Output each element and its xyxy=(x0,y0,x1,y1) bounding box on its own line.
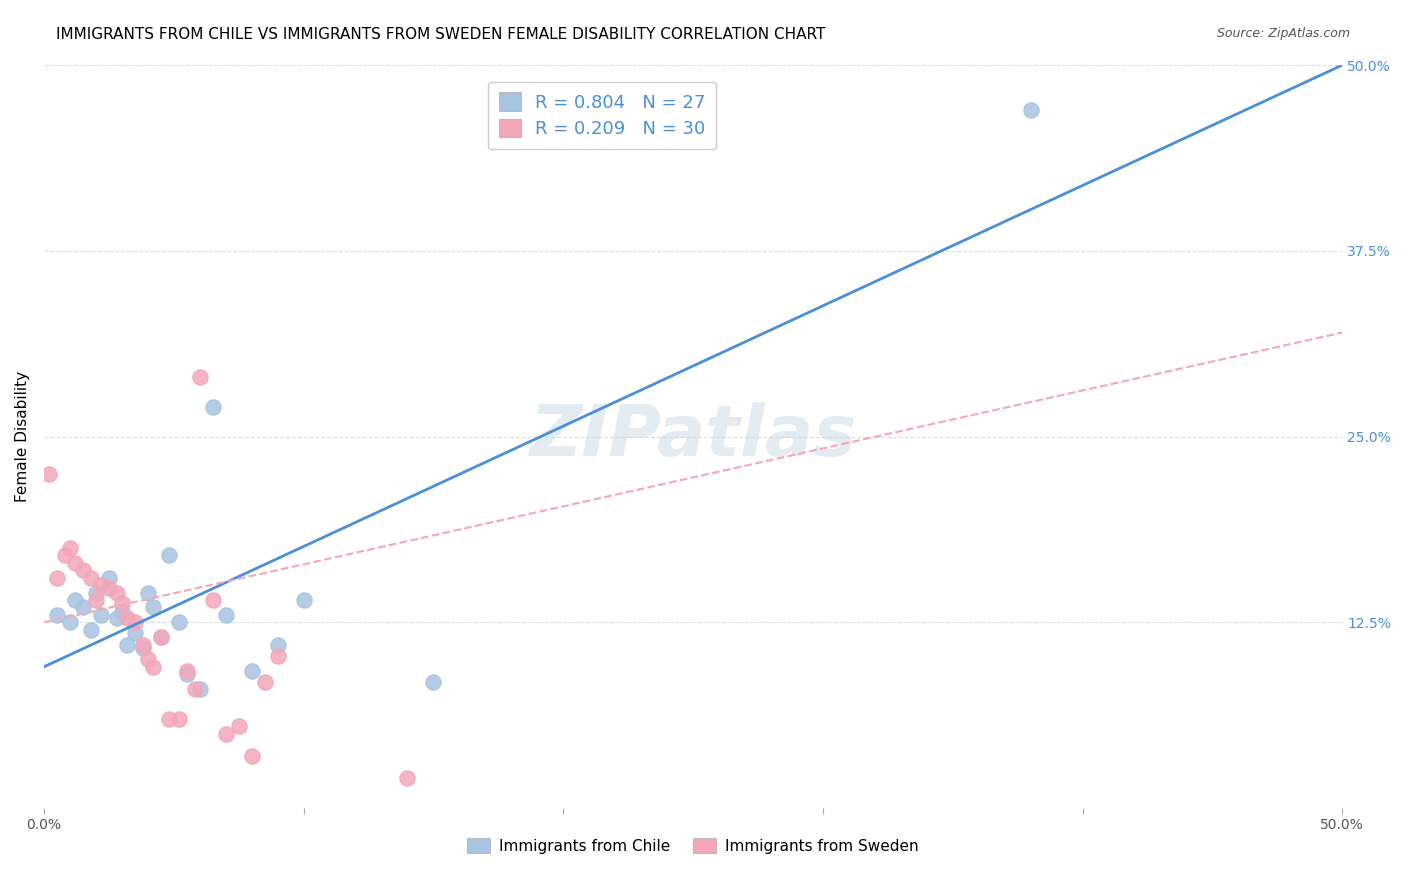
Point xyxy=(124,615,146,630)
Point xyxy=(105,585,128,599)
Point xyxy=(72,600,94,615)
Point xyxy=(266,638,288,652)
Point xyxy=(131,640,153,655)
Point xyxy=(79,571,101,585)
Point xyxy=(167,615,190,630)
Point xyxy=(1019,103,1042,117)
Point xyxy=(136,585,159,599)
Point xyxy=(45,607,67,622)
Point xyxy=(188,370,211,384)
Text: ZIPatlas: ZIPatlas xyxy=(530,402,856,471)
Point xyxy=(97,581,120,595)
Point xyxy=(201,400,224,414)
Point xyxy=(59,615,82,630)
Text: IMMIGRANTS FROM CHILE VS IMMIGRANTS FROM SWEDEN FEMALE DISABILITY CORRELATION CH: IMMIGRANTS FROM CHILE VS IMMIGRANTS FROM… xyxy=(56,27,825,42)
Point xyxy=(214,727,236,741)
Text: Source: ZipAtlas.com: Source: ZipAtlas.com xyxy=(1216,27,1350,40)
Point xyxy=(131,638,153,652)
Point xyxy=(111,596,134,610)
Point xyxy=(149,630,172,644)
Point xyxy=(214,607,236,622)
Point xyxy=(59,541,82,555)
Point xyxy=(396,771,419,785)
Point xyxy=(105,611,128,625)
Point xyxy=(176,665,198,679)
Point xyxy=(115,638,138,652)
Point xyxy=(84,593,107,607)
Point xyxy=(266,649,288,664)
Point xyxy=(45,571,67,585)
Point xyxy=(176,667,198,681)
Point xyxy=(115,611,138,625)
Point xyxy=(72,563,94,577)
Point xyxy=(167,712,190,726)
Point xyxy=(84,585,107,599)
Point xyxy=(240,749,263,764)
Point xyxy=(90,607,112,622)
Point xyxy=(142,600,165,615)
Legend: R = 0.804   N = 27, R = 0.209   N = 30: R = 0.804 N = 27, R = 0.209 N = 30 xyxy=(488,81,716,149)
Point xyxy=(38,467,60,481)
Y-axis label: Female Disability: Female Disability xyxy=(15,371,30,502)
Point xyxy=(63,593,86,607)
Point xyxy=(136,652,159,666)
Point xyxy=(188,682,211,697)
Point xyxy=(142,660,165,674)
Point xyxy=(97,571,120,585)
Point xyxy=(157,549,180,563)
Point xyxy=(79,623,101,637)
Point xyxy=(90,578,112,592)
Point xyxy=(292,593,315,607)
Point xyxy=(422,674,444,689)
Point xyxy=(149,630,172,644)
Point xyxy=(157,712,180,726)
Point xyxy=(228,719,250,733)
Point xyxy=(63,556,86,570)
Point xyxy=(201,593,224,607)
Point xyxy=(240,665,263,679)
Point xyxy=(183,682,205,697)
Point xyxy=(124,625,146,640)
Point xyxy=(53,549,76,563)
Point xyxy=(111,605,134,619)
Point xyxy=(253,674,276,689)
